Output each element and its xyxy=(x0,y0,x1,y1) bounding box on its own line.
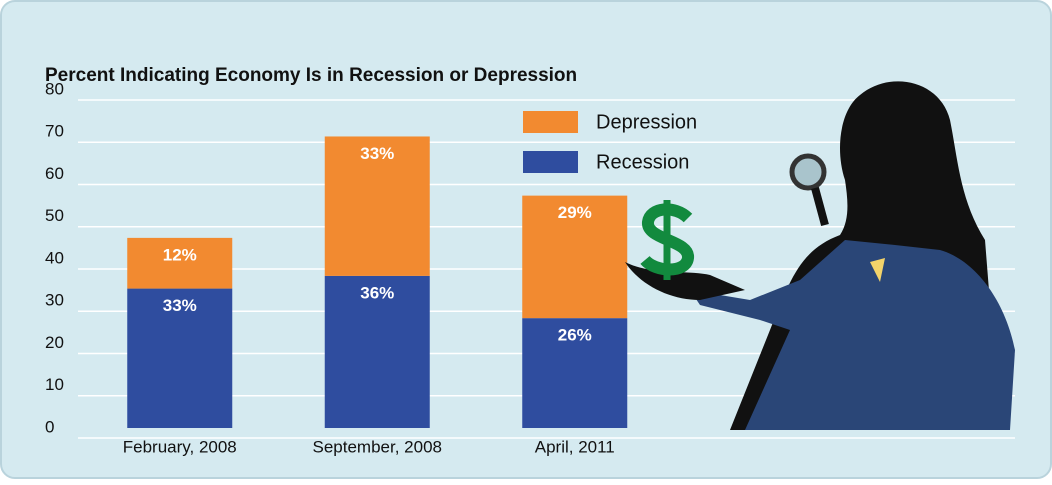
y-tick-label: 0 xyxy=(45,417,54,436)
legend-label: Depression xyxy=(596,111,697,133)
value-label: 26% xyxy=(558,326,592,345)
magnifier-handle xyxy=(811,186,829,227)
y-tick-label: 10 xyxy=(45,375,64,394)
chart-title: Percent Indicating Economy Is in Recessi… xyxy=(45,65,577,86)
bar-segment xyxy=(127,288,233,428)
y-tick-label: 50 xyxy=(45,206,64,225)
x-tick-label: April, 2011 xyxy=(535,437,615,456)
illustration xyxy=(625,81,1015,431)
legend-swatch xyxy=(523,111,578,133)
woman-blouse xyxy=(870,258,885,282)
bar-segment xyxy=(324,275,430,428)
bars: February, 2008 33% 12% September, 2008 36% 33… xyxy=(123,136,628,456)
value-label: 12% xyxy=(163,245,197,264)
legend-label: Recession xyxy=(596,151,689,173)
y-tick-label: 40 xyxy=(45,248,64,267)
legend: Depression Recession xyxy=(523,111,697,173)
y-tick-label: 60 xyxy=(45,164,64,183)
y-tick-label: 20 xyxy=(45,333,64,352)
bar-segment xyxy=(522,195,628,319)
magnifier-lens xyxy=(789,153,827,191)
y-tick-label: 80 xyxy=(45,79,64,98)
value-label: 36% xyxy=(360,283,394,302)
legend-swatch xyxy=(523,151,578,173)
bar-segment xyxy=(522,318,628,428)
x-tick-label: September, 2008 xyxy=(313,437,442,456)
bar-segment xyxy=(324,136,430,276)
y-tick-label: 30 xyxy=(45,291,64,310)
value-label: 33% xyxy=(163,296,197,315)
value-label: 33% xyxy=(360,144,394,163)
y-tick-label: 70 xyxy=(45,122,64,141)
bar-segment xyxy=(127,237,233,289)
x-tick-label: February, 2008 xyxy=(123,437,237,456)
value-label: 29% xyxy=(558,203,592,222)
woman-jacket xyxy=(690,240,1015,430)
